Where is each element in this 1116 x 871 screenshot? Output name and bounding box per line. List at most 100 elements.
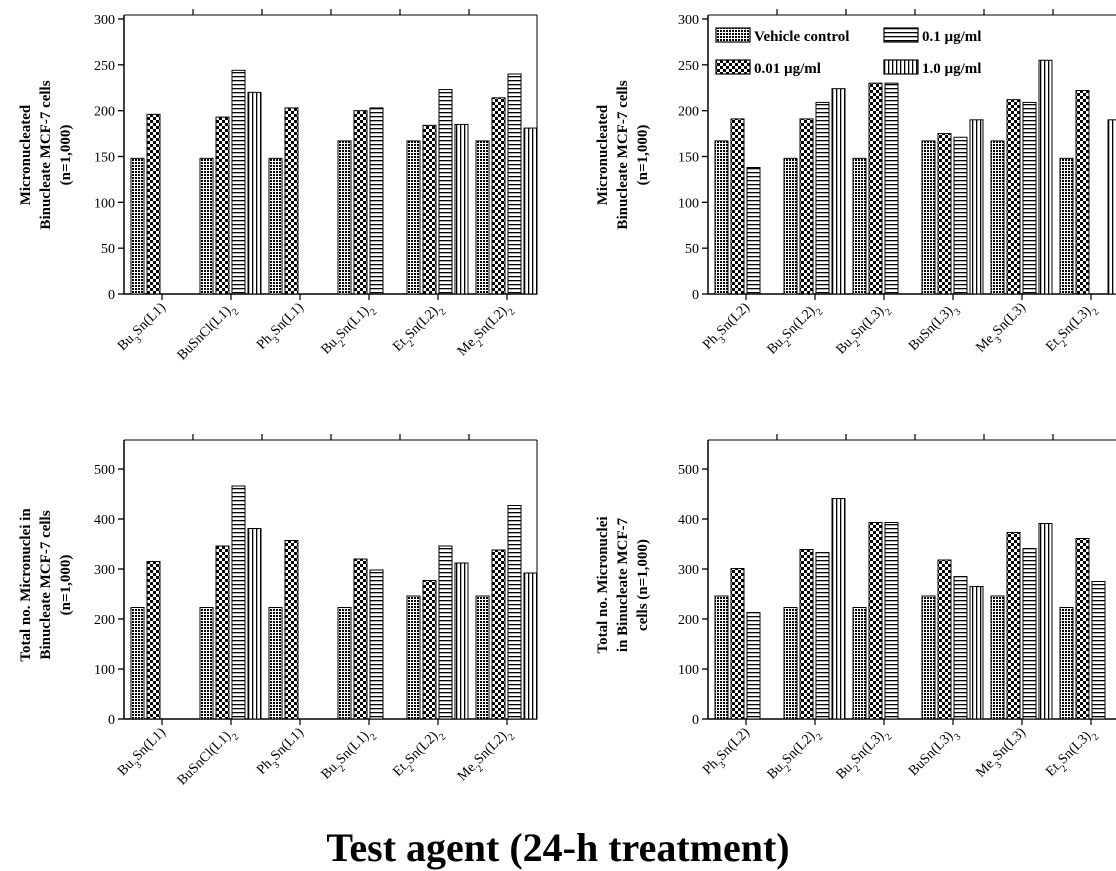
y-tick-label: 150: [94, 151, 115, 166]
bar-hstripe-4: [1022, 101, 1037, 295]
x-category-label: Et2Sn(L2)2: [390, 300, 448, 358]
y-tick-label: 150: [678, 151, 699, 166]
bar-check-3: [937, 133, 952, 295]
bar-vehicle-5: [475, 595, 490, 720]
x-category-label: Bu3Sn(L1): [115, 300, 172, 357]
y-tick-label: 300: [678, 563, 699, 578]
x-category-label: Et2Sn(L3)2: [1043, 725, 1101, 783]
legend-swatch-check: [715, 59, 751, 75]
bar-check-4: [1006, 99, 1021, 295]
bar-vehicle-4: [990, 595, 1005, 720]
y-tick-label: 250: [94, 59, 115, 74]
bar-check-0: [730, 568, 745, 720]
bar-hstripe-3: [369, 569, 384, 720]
y-tick-label: 100: [94, 196, 115, 211]
x-category-label: Me3Sn(L3): [973, 725, 1032, 784]
bar-vstripe-3: [969, 586, 984, 720]
figure-x-axis-title: Test agent (24-h treatment): [326, 825, 789, 870]
y-tick-label: 300: [678, 13, 699, 28]
y-axis-label-line: Micronucleated: [18, 104, 34, 205]
bar-hstripe-1: [231, 69, 246, 295]
bar-hstripe-4: [438, 89, 453, 295]
bar-hstripe-0: [746, 167, 761, 295]
x-category-label: Me3Sn(L3): [973, 300, 1032, 359]
y-tick-label: 50: [685, 242, 699, 257]
x-category-label: Bu2Sn(L2)2: [765, 725, 825, 785]
bar-vstripe-1: [831, 88, 846, 295]
bar-vstripe-4: [454, 562, 469, 720]
bar-vehicle-1: [783, 607, 798, 720]
x-category-label: Ph3Sn(L1): [254, 725, 310, 781]
bar-check-1: [799, 118, 814, 295]
bar-check-5: [491, 97, 506, 295]
y-axis-label-line: Total no. Micronuclei: [595, 516, 611, 653]
bar-check-3: [353, 558, 368, 720]
bar-vehicle-3: [921, 140, 936, 295]
bar-vehicle-4: [406, 595, 421, 720]
legend-label: 0.1 µg/ml: [922, 29, 981, 45]
bar-vehicle-0: [714, 595, 729, 720]
bar-vehicle-3: [337, 140, 352, 295]
legend-label: 1.0 µg/ml: [922, 61, 981, 77]
y-tick-label: 100: [678, 196, 699, 211]
legend-swatch-hstripe: [883, 27, 919, 43]
bar-vehicle-5: [1059, 607, 1074, 720]
y-tick-label: 200: [94, 613, 115, 628]
bar-vstripe-5: [523, 572, 538, 720]
bar-hstripe-5: [1091, 581, 1106, 720]
y-axis-label-line: (n=1,000): [635, 125, 651, 186]
bar-vehicle-2: [852, 157, 867, 295]
chart-panel-bottom-right: 0 100 200 300 400 500 Ph3Sn(L2)Bu2Sn(L2)2Bu2Sn…: [595, 434, 1116, 785]
y-tick-label: 200: [678, 105, 699, 120]
x-category-label: Bu2Sn(L3)2: [834, 725, 894, 785]
y-tick-label: 0: [108, 713, 115, 728]
bar-check-1: [799, 549, 814, 720]
y-tick-label: 250: [678, 59, 699, 74]
bar-hstripe-2: [884, 522, 899, 720]
bar-check-5: [1075, 538, 1090, 720]
x-category-label: BuSn(L3)3: [906, 300, 963, 357]
y-axis-label-line: Binucleate MCF-7 cells: [38, 510, 54, 659]
bar-vstripe-3: [969, 119, 984, 295]
bar-vehicle-5: [475, 140, 490, 295]
bar-vehicle-0: [714, 140, 729, 295]
bar-check-4: [422, 580, 437, 720]
y-tick-label: 0: [108, 288, 115, 303]
bar-vehicle-5: [1059, 157, 1074, 295]
bar-hstripe-4: [438, 545, 453, 720]
bar-hstripe-5: [507, 73, 522, 295]
bar-check-0: [730, 118, 745, 295]
x-category-label: Ph3Sn(L2): [700, 300, 756, 356]
y-tick-label: 300: [94, 13, 115, 28]
legend: Vehicle control 0.1 µg/ml 0.01 µg/ml 1.0 µg…: [715, 27, 981, 77]
x-category-label: Bu2Sn(L1)2: [319, 725, 379, 785]
y-tick-label: 100: [94, 663, 115, 678]
x-category-label: BuSnCl(L1)2: [175, 300, 241, 366]
bar-hstripe-4: [1022, 548, 1037, 720]
bar-vehicle-4: [406, 140, 421, 295]
y-axis-label-line: cells (n=1,000): [635, 539, 651, 631]
y-tick-label: 100: [678, 663, 699, 678]
legend-swatch-vstripe: [883, 59, 919, 75]
bar-check-5: [491, 549, 506, 720]
bar-vehicle-2: [268, 607, 283, 720]
bar-check-2: [868, 82, 883, 295]
chart-panel-top-left: 0 50 100 150 200 250 300 Bu3Sn(L1) BuSnCl(L1)2Ph…: [18, 9, 538, 366]
bar-vstripe-4: [1038, 523, 1053, 720]
y-tick-label: 0: [692, 713, 699, 728]
bar-check-3: [353, 110, 368, 295]
x-category-label: Et2Sn(L2)2: [390, 725, 448, 783]
bar-hstripe-1: [231, 485, 246, 720]
bar-check-2: [284, 107, 299, 295]
bar-hstripe-3: [369, 107, 384, 295]
y-axis-label-line: Binucleate MCF-7 cells: [615, 80, 631, 229]
y-tick-label: 200: [94, 105, 115, 120]
bar-hstripe-3: [953, 576, 968, 720]
y-tick-label: 50: [101, 242, 115, 257]
bar-hstripe-5: [507, 505, 522, 720]
y-tick-label: 400: [678, 513, 699, 528]
x-category-label: Ph3Sn(L1): [254, 300, 310, 356]
bar-vehicle-3: [921, 595, 936, 720]
bar-check-0: [146, 561, 161, 720]
bar-hstripe-1: [815, 552, 830, 720]
